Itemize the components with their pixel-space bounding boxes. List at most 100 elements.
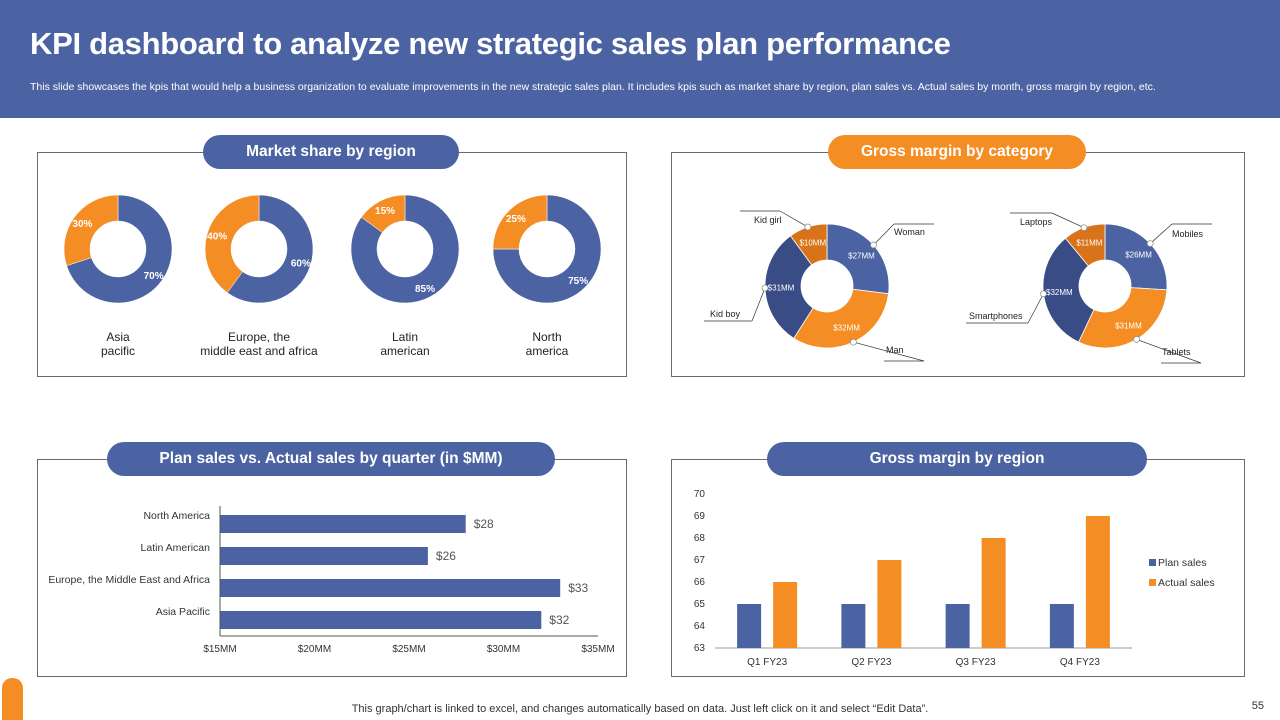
donut-blue-label: 70% [144,271,164,282]
leader-line [779,210,809,228]
category-value-label: $32MM [1046,288,1073,297]
donut-orange-label: 15% [375,206,395,217]
leader-line [1136,339,1202,364]
leader-dot [1133,336,1140,343]
category-slice [1064,223,1106,267]
category-name-label: Tablets [1162,347,1191,357]
category-name-label: Kid boy [710,309,741,319]
category-slice [1042,237,1095,343]
region-label: american [380,344,429,358]
y-tick-label: 66 [694,577,706,588]
leader-line [1027,293,1044,324]
category-slice [789,223,828,266]
donut-blue-label: 60% [291,259,311,270]
leader-dot [804,223,812,231]
category-value-label: $26MM [1125,251,1152,260]
sales-category-label: North America [143,510,210,522]
x-tick-label: $30MM [487,644,520,655]
leader-dot [1040,290,1047,298]
market-share-panel: 70% 30% Asia pacific 60% 40% Europe, the middle… [37,152,627,377]
category-value-label: $27MM [848,252,875,261]
x-tick-label: Q2 FY23 [851,657,891,668]
y-tick-label: 63 [694,643,706,654]
gross-margin-region-title: Gross margin by region [767,442,1147,476]
category-value-label: $31MM [1115,322,1142,331]
gross-margin-category-panel: $27MM Woman $32MM Man $31MM Kid boy $10MM Kid g… [671,152,1245,377]
page-subtitle: This slide showcases the kpis that would… [30,81,1156,93]
y-tick-label: 64 [694,621,706,632]
x-tick-label: Q1 FY23 [747,657,787,668]
category-value-label: $10MM [799,238,826,247]
region-label: North [532,330,561,344]
sales-category-label: Europe, the Middle East and Africa [48,574,210,586]
plan-vs-actual-chart: $28 North America $26 Latin American $33 Euro… [48,506,615,655]
legend-label: Actual sales [1158,577,1215,589]
plan-vs-actual-title: Plan sales vs. Actual sales by quarter (… [107,442,555,476]
y-tick-label: 70 [694,489,706,500]
leader-dot [850,338,857,346]
category-value-label: $32MM [833,324,860,333]
leader-dot [1080,224,1088,232]
region-label: Europe, the [228,330,290,344]
plan-sales-bar [945,604,970,648]
actual-sales-bar [877,560,902,648]
plan-sales-bar [1049,604,1074,648]
x-tick-label: $15MM [203,644,236,655]
y-tick-label: 65 [694,599,706,610]
gross-margin-region-chart: 63 64 65 66 67 68 69 70 Q1 FY23 Q2 FY23 Q3 FY23 Q4 … [694,489,1215,668]
legend-label: Plan sales [1158,557,1206,569]
donut-slice-orange [204,194,260,294]
gross-margin-region-panel: 63 64 65 66 67 68 69 70 Q1 FY23 Q2 FY23 Q3 FY23 Q4 … [671,459,1245,677]
gross-margin-category-title: Gross margin by category [828,135,1086,169]
category-slice [1104,223,1168,291]
market-share-title: Market share by region [203,135,459,169]
category-slice [764,235,814,339]
x-tick-label: Q3 FY23 [956,657,996,668]
category-name-label: Laptops [1020,217,1053,227]
sales-category-label: Asia Pacific [156,606,210,618]
sales-bar-value: $32 [549,613,569,627]
category-name-label: Mobiles [1172,229,1204,239]
donut-orange-label: 40% [207,231,227,242]
category-name-label: Smartphones [969,311,1023,321]
sales-bar [220,515,466,533]
category-value-label: $11MM [1076,239,1102,248]
y-tick-label: 68 [694,533,706,544]
donut-slice-blue [66,194,173,304]
leader-line [751,287,766,322]
donut-slice-orange [360,194,406,233]
donut-blue-label: 75% [568,276,588,287]
sales-bar [220,547,428,565]
orange-tab-decoration [2,678,23,720]
header-banner: KPI dashboard to analyze new strategic s… [0,0,1280,118]
leader-dot [870,241,877,249]
x-tick-label: $20MM [298,644,331,655]
y-tick-label: 69 [694,511,706,522]
donut-slice-blue [492,194,602,304]
category-slice [793,288,889,349]
leader-line [1149,223,1173,244]
donut-orange-label: 30% [72,219,92,230]
page-title: KPI dashboard to analyze new strategic s… [30,26,951,61]
x-tick-label: Q4 FY23 [1060,657,1100,668]
sales-bar-value: $26 [436,549,456,563]
x-tick-label: $35MM [581,644,614,655]
region-label: america [526,344,569,358]
donut-blue-label: 85% [415,284,435,295]
leader-dot [761,284,769,292]
gross-margin-category-chart: $27MM Woman $32MM Man $31MM Kid boy $10MM Kid g… [704,210,1212,364]
donut-orange-label: 25% [506,214,526,225]
legend-swatch [1149,559,1156,566]
donut-slice-orange [63,194,119,267]
region-label: middle east and africa [200,344,318,358]
sales-bar-value: $33 [568,581,588,595]
leader-dot [1146,240,1154,247]
sales-bar-value: $28 [474,517,494,531]
plan-vs-actual-panel: $28 North America $26 Latin American $33 Euro… [37,459,627,677]
footer-note: This graph/chart is linked to excel, and… [351,703,929,715]
legend-swatch [1149,579,1156,586]
region-label: pacific [101,344,135,358]
donut-slice-orange [492,194,548,250]
leader-line [1051,212,1085,228]
